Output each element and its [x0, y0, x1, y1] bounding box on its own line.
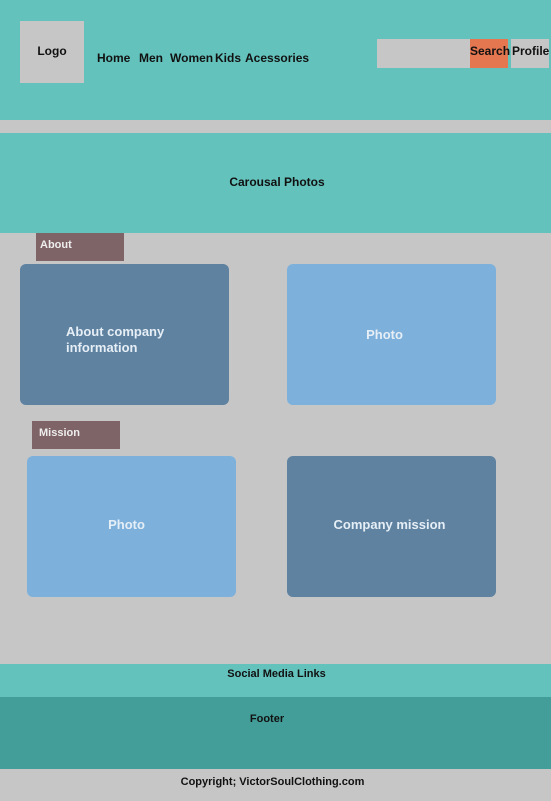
- about-photo: [287, 264, 496, 405]
- copyright-text: Copyright; VictorSoulClothing.com: [180, 776, 365, 788]
- mission-photo: [27, 456, 236, 597]
- nav-kids[interactable]: Kids: [215, 51, 242, 65]
- footer-label: Footer: [249, 713, 285, 725]
- profile-button[interactable]: Profile: [511, 39, 549, 68]
- about-info-text: About company information: [66, 324, 164, 356]
- company-mission-card: [287, 456, 496, 597]
- nav-accessories[interactable]: Acessories: [245, 51, 310, 65]
- social-media-bar[interactable]: [0, 664, 551, 697]
- logo[interactable]: Logo: [20, 21, 84, 83]
- about-photo-label: Photo: [366, 327, 403, 342]
- company-mission-text: Company mission: [333, 517, 446, 532]
- search-button[interactable]: Search: [470, 39, 510, 68]
- about-info-line1: About company: [66, 324, 165, 339]
- about-info-card: [20, 264, 229, 405]
- about-section-tag: About: [36, 233, 124, 261]
- mission-photo-label: Photo: [108, 517, 145, 532]
- nav-men[interactable]: Men: [139, 51, 163, 65]
- carousel-label: Carousal Photos: [229, 175, 325, 189]
- about-info-line2: information: [66, 340, 138, 355]
- search-input[interactable]: [377, 39, 471, 68]
- nav-home[interactable]: Home: [97, 51, 131, 65]
- mission-section-tag: Mission: [32, 421, 120, 449]
- nav-women[interactable]: Women: [170, 51, 214, 65]
- social-media-links[interactable]: Social Media Links: [227, 668, 326, 680]
- carousel[interactable]: [0, 133, 551, 233]
- footer: [0, 697, 551, 769]
